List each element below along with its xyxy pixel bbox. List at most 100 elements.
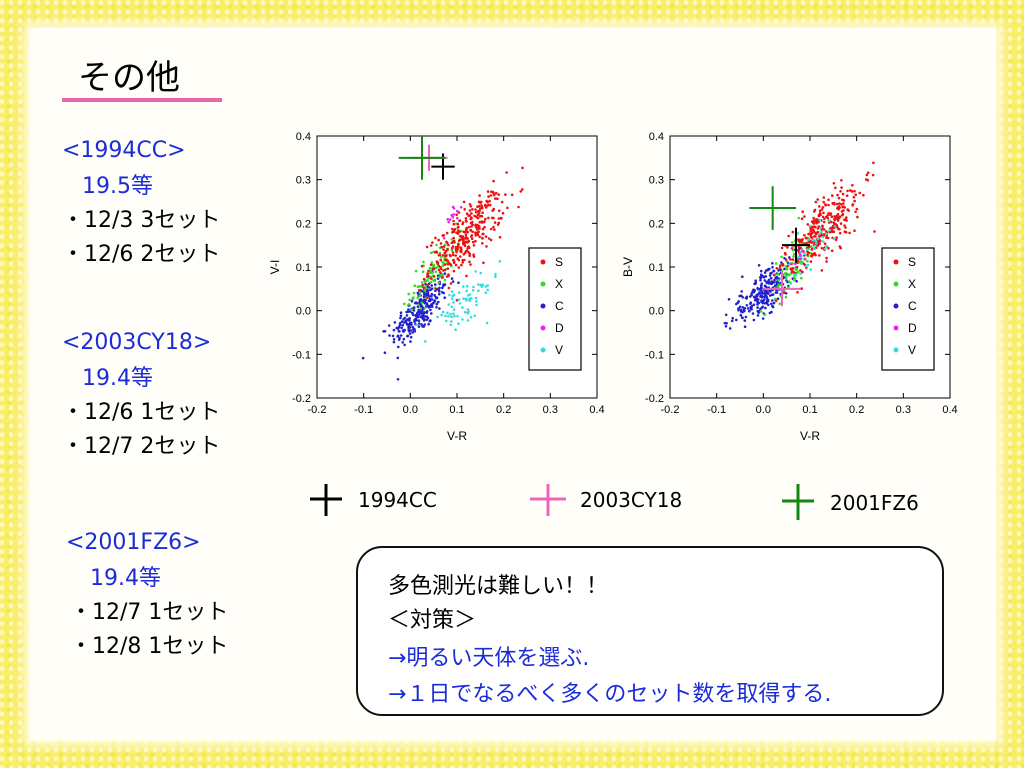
data-point-c [440,291,444,294]
data-point-s [471,208,474,211]
data-point-v [807,238,810,241]
data-point-s [492,179,495,183]
data-point-c [763,295,766,298]
data-point-s [474,239,477,243]
y-tick-label: 0.4 [649,131,664,143]
data-point-s [797,238,800,241]
data-point-c [771,262,774,265]
data-point-s [489,227,493,231]
data-point-s [485,204,488,208]
legend-label: V [555,343,563,357]
data-point-s [498,235,502,239]
data-point-s [474,223,477,227]
data-point-c [399,314,403,317]
data-point-c [745,304,749,307]
data-point-s [446,267,450,270]
data-point-x [799,260,802,263]
data-point-s [452,258,455,262]
data-point-s [481,242,484,245]
data-point-x [436,265,440,269]
data-point-c [404,321,408,324]
data-point-v [475,300,478,303]
data-point-c [414,314,418,318]
legend-label: S [908,255,916,269]
data-point-v [818,219,822,222]
data-point-s [473,214,476,218]
data-point-s [449,263,453,266]
data-point-s [810,247,814,251]
data-point-x [793,277,797,280]
data-point-c [400,326,403,330]
data-point-c [383,330,387,333]
data-point-v [486,284,489,287]
data-point-c [396,334,400,338]
data-point-c [772,301,776,305]
data-point-v [474,296,478,300]
data-point-x [443,278,447,282]
data-point-c [409,335,413,339]
data-point-x [419,307,422,310]
data-point-s [809,229,813,233]
legend-label: X [555,277,563,291]
data-point-s [829,213,832,217]
data-point-c [414,301,418,304]
data-point-c [764,275,768,278]
data-point-x [416,285,420,288]
object-session: ・12/3 3セット [62,208,221,233]
data-point-v [824,232,828,236]
data-point-c [425,311,429,314]
data-point-s [819,239,822,243]
data-point-x [440,255,443,259]
data-point-v [436,315,439,319]
legend-marker [540,347,546,353]
data-point-s [497,193,500,196]
data-point-c [457,281,460,284]
data-point-x [407,292,410,296]
object-2003cy18: <2003CY18> 19.4等 ・12/6 1セット ・12/7 2セット [62,332,220,458]
data-point-v [481,283,485,286]
data-point-c [393,321,397,324]
data-point-s [456,222,460,226]
data-point-c [763,298,766,301]
data-point-c [770,310,773,314]
data-point-v [457,322,460,325]
data-point-s [848,231,851,235]
data-point-c [408,310,412,313]
data-point-x [418,294,421,298]
data-point-c [756,287,760,291]
data-point-v [448,293,451,297]
slide-title: その他 [78,58,180,98]
data-point-c [423,301,427,305]
data-point-s [486,201,489,204]
data-point-d [442,237,446,240]
data-point-s [832,182,836,185]
data-point-s [845,219,848,222]
data-point-s [835,236,838,239]
data-point-c [754,298,757,301]
object-2001fz6: <2001FZ6> 19.4等 ・12/7 1セット ・12/8 1セット [66,532,228,658]
data-point-s [475,228,479,231]
data-point-x [800,276,803,280]
data-point-s [842,205,845,208]
data-point-c [397,330,401,333]
data-point-c [422,298,426,301]
data-point-s [434,236,437,240]
data-point-x [796,270,800,274]
data-point-x [793,252,796,256]
data-point-v [479,271,482,275]
data-point-v [821,240,825,243]
data-point-c [417,325,421,328]
data-point-x [429,281,433,284]
legend-marker [893,281,899,287]
data-point-v [450,320,453,323]
data-point-s [795,265,799,269]
data-point-s [479,214,482,218]
data-point-s [800,270,804,274]
data-point-s [818,205,821,208]
data-point-s [827,246,830,250]
data-point-c [434,295,438,299]
data-point-c [760,306,764,309]
data-point-s [858,191,862,195]
object-magnitude: 19.5等 [82,174,153,199]
data-point-s [447,243,450,247]
